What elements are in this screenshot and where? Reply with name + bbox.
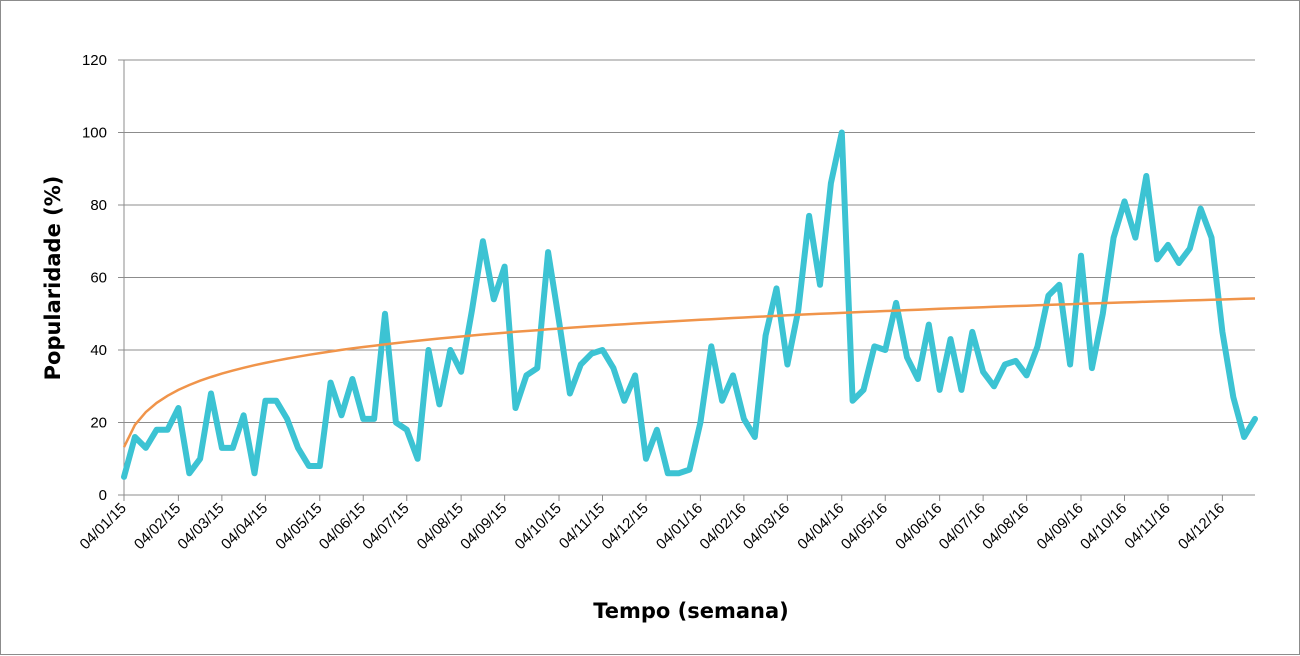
x-tick-label: 04/09/15	[457, 500, 510, 553]
x-tick-label: 04/07/15	[359, 500, 412, 553]
x-tick-label: 04/11/16	[1121, 500, 1174, 553]
x-axis	[123, 60, 1255, 496]
y-axis-title: Popularidade (%)	[41, 176, 65, 381]
x-tick-label: 04/02/16	[696, 500, 749, 553]
x-tick-label: 04/12/16	[1175, 500, 1228, 553]
x-tick-label: 04/03/16	[740, 500, 793, 553]
gridlines	[124, 59, 1255, 423]
x-tick-label: 04/10/16	[1077, 500, 1130, 553]
x-tick-label: 04/06/15	[316, 500, 369, 553]
x-tick-label: 04/07/16	[936, 500, 989, 553]
popularity-series-line	[121, 129, 1258, 480]
y-tick-label: 20	[90, 415, 107, 432]
x-tick-label: 04/11/15	[556, 500, 609, 553]
x-tick-label: 04/09/16	[1034, 500, 1087, 553]
y-tick-label: 80	[90, 197, 107, 214]
y-tick-label: 60	[90, 270, 107, 287]
x-tick-label: 04/08/15	[414, 500, 467, 553]
x-tick-label: 04/12/15	[599, 500, 652, 553]
y-tick-label: 120	[82, 52, 107, 69]
trendline	[122, 297, 1256, 448]
y-tick-label: 100	[82, 125, 107, 142]
x-tick-label: 04/01/15	[77, 500, 130, 553]
x-tick-label: 04/10/15	[512, 500, 565, 553]
x-tick-label: 04/02/15	[131, 500, 184, 553]
y-tick-label: 40	[90, 342, 107, 359]
x-tick-label: 04/08/16	[979, 500, 1032, 553]
y-tick-label: 0	[99, 487, 107, 504]
x-tick-label: 04/05/15	[272, 500, 325, 553]
x-tick-label: 04/03/15	[174, 500, 227, 553]
series-group	[121, 129, 1258, 480]
x-tick-label: 04/01/16	[653, 500, 706, 553]
x-tick-label: 04/04/16	[794, 500, 847, 553]
y-axis-ticks: 0 20 40 60 80 100 120	[82, 52, 124, 504]
x-tick-label: 04/04/15	[218, 500, 271, 553]
x-axis-title: Tempo (semana)	[593, 599, 789, 623]
x-tick-label: 04/06/16	[892, 500, 945, 553]
x-tick-label: 04/05/16	[838, 500, 891, 553]
